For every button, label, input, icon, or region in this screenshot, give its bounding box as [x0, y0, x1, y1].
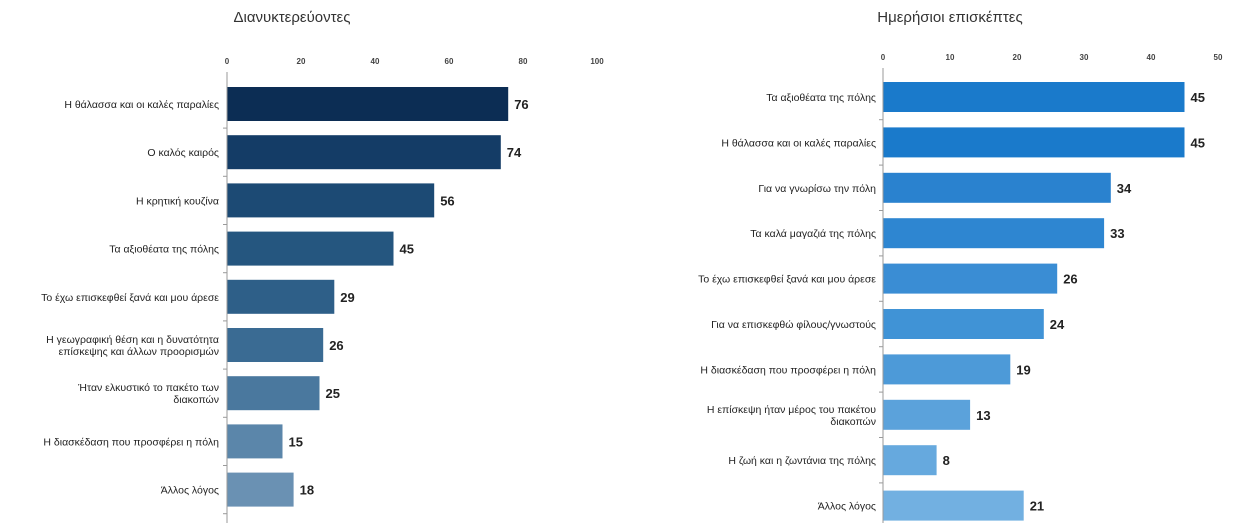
- left-bar: [227, 279, 335, 314]
- left-bar: [227, 472, 294, 507]
- right-bar: [883, 172, 1111, 203]
- right-bar: [883, 445, 937, 476]
- right-bar: [883, 490, 1024, 521]
- right-bar: [883, 127, 1185, 158]
- left-category-label: Ο καλός καιρός: [147, 147, 219, 159]
- left-value-label: 56: [440, 193, 454, 208]
- right-x-tick-label: 0: [881, 53, 886, 62]
- right-value-label: 26: [1063, 272, 1077, 287]
- right-value-label: 24: [1050, 317, 1065, 332]
- right-chart-title: Ημερήσιοι επισκέπτες: [877, 9, 1022, 26]
- left-value-label: 74: [507, 145, 522, 160]
- right-x-tick-label: 30: [1080, 53, 1089, 62]
- left-bar: [227, 424, 283, 459]
- left-x-tick-label: 40: [371, 57, 380, 66]
- left-category-label: Η θάλασσα και οι καλές παραλίες: [64, 99, 219, 111]
- left-value-label: 25: [326, 386, 340, 401]
- right-category-label: διακοπών: [830, 416, 876, 428]
- right-x-tick-label: 50: [1214, 53, 1223, 62]
- right-bar: [883, 263, 1058, 294]
- right-value-label: 34: [1117, 181, 1132, 196]
- right-x-tick-label: 20: [1013, 53, 1022, 62]
- left-chart-title: Διανυκτερεύοντες: [234, 9, 351, 26]
- left-category-label: διακοπών: [173, 394, 219, 406]
- left-category-label: Η γεωγραφική θέση και η δυνατότητα: [46, 334, 219, 346]
- left-value-label: 18: [300, 483, 314, 498]
- left-x-tick-label: 20: [297, 57, 306, 66]
- left-x-tick-label: 80: [519, 57, 528, 66]
- left-category-label: Η κρητική κουζίνα: [136, 195, 219, 207]
- right-category-label: Άλλος λόγος: [818, 501, 876, 513]
- right-bar: [883, 82, 1185, 112]
- right-value-label: 45: [1191, 135, 1205, 150]
- left-category-label: Το έχω επισκεφθεί ξανά και μου άρεσε: [41, 292, 219, 304]
- right-x-tick-label: 10: [946, 53, 955, 62]
- left-x-tick-label: 0: [225, 57, 230, 66]
- left-bar: [227, 376, 320, 411]
- left-x-tick-label: 100: [590, 57, 604, 66]
- left-bar: [227, 135, 501, 170]
- left-value-label: 29: [340, 290, 354, 305]
- left-category-label: Ήταν ελκυστικό το πακέτο των: [77, 382, 219, 394]
- right-bar: [883, 399, 971, 430]
- left-value-label: 45: [400, 242, 414, 257]
- right-category-label: Για να γνωρίσω την πόλη: [758, 183, 876, 195]
- left-bar: [227, 231, 394, 266]
- right-bar: [883, 309, 1044, 339]
- right-value-label: 19: [1016, 362, 1030, 377]
- left-value-label: 26: [329, 338, 343, 353]
- right-value-label: 8: [943, 453, 950, 468]
- right-value-label: 13: [976, 408, 990, 423]
- right-value-label: 45: [1191, 90, 1205, 105]
- left-category-label: επίσκεψης και άλλων προορισμών: [59, 346, 219, 358]
- left-bar: [227, 87, 509, 121]
- right-bar: [883, 218, 1105, 249]
- right-bar: [883, 354, 1011, 385]
- right-category-label: Η ζωή και η ζωντάνια της πόλης: [728, 455, 876, 467]
- right-category-label: Τα καλά μαγαζιά της πόλης: [750, 228, 876, 240]
- left-category-label: Τα αξιοθέατα της πόλης: [109, 244, 219, 256]
- left-bar: [227, 183, 435, 218]
- left-value-label: 15: [289, 434, 303, 449]
- right-category-label: Η διασκέδαση που προσφέρει η πόλη: [700, 364, 876, 376]
- right-category-label: Η θάλασσα και οι καλές παραλίες: [721, 137, 876, 149]
- right-x-tick-label: 40: [1147, 53, 1156, 62]
- right-category-label: Το έχω επισκεφθεί ξανά και μου άρεσε: [698, 274, 876, 286]
- right-category-label: Για να επισκεφθώ φίλους/γνωστούς: [711, 319, 876, 331]
- left-bar: [227, 328, 324, 362]
- left-category-label: Άλλος λόγος: [161, 485, 219, 497]
- right-value-label: 33: [1110, 226, 1124, 241]
- right-category-label: Η επίσκεψη ήταν μέρος του πακέτου: [707, 404, 876, 416]
- right-category-label: Τα αξιοθέατα της πόλης: [766, 92, 876, 104]
- left-value-label: 76: [514, 97, 528, 112]
- left-x-tick-label: 60: [445, 57, 454, 66]
- right-value-label: 21: [1030, 499, 1044, 514]
- left-category-label: Η διασκέδαση που προσφέρει η πόλη: [43, 436, 219, 448]
